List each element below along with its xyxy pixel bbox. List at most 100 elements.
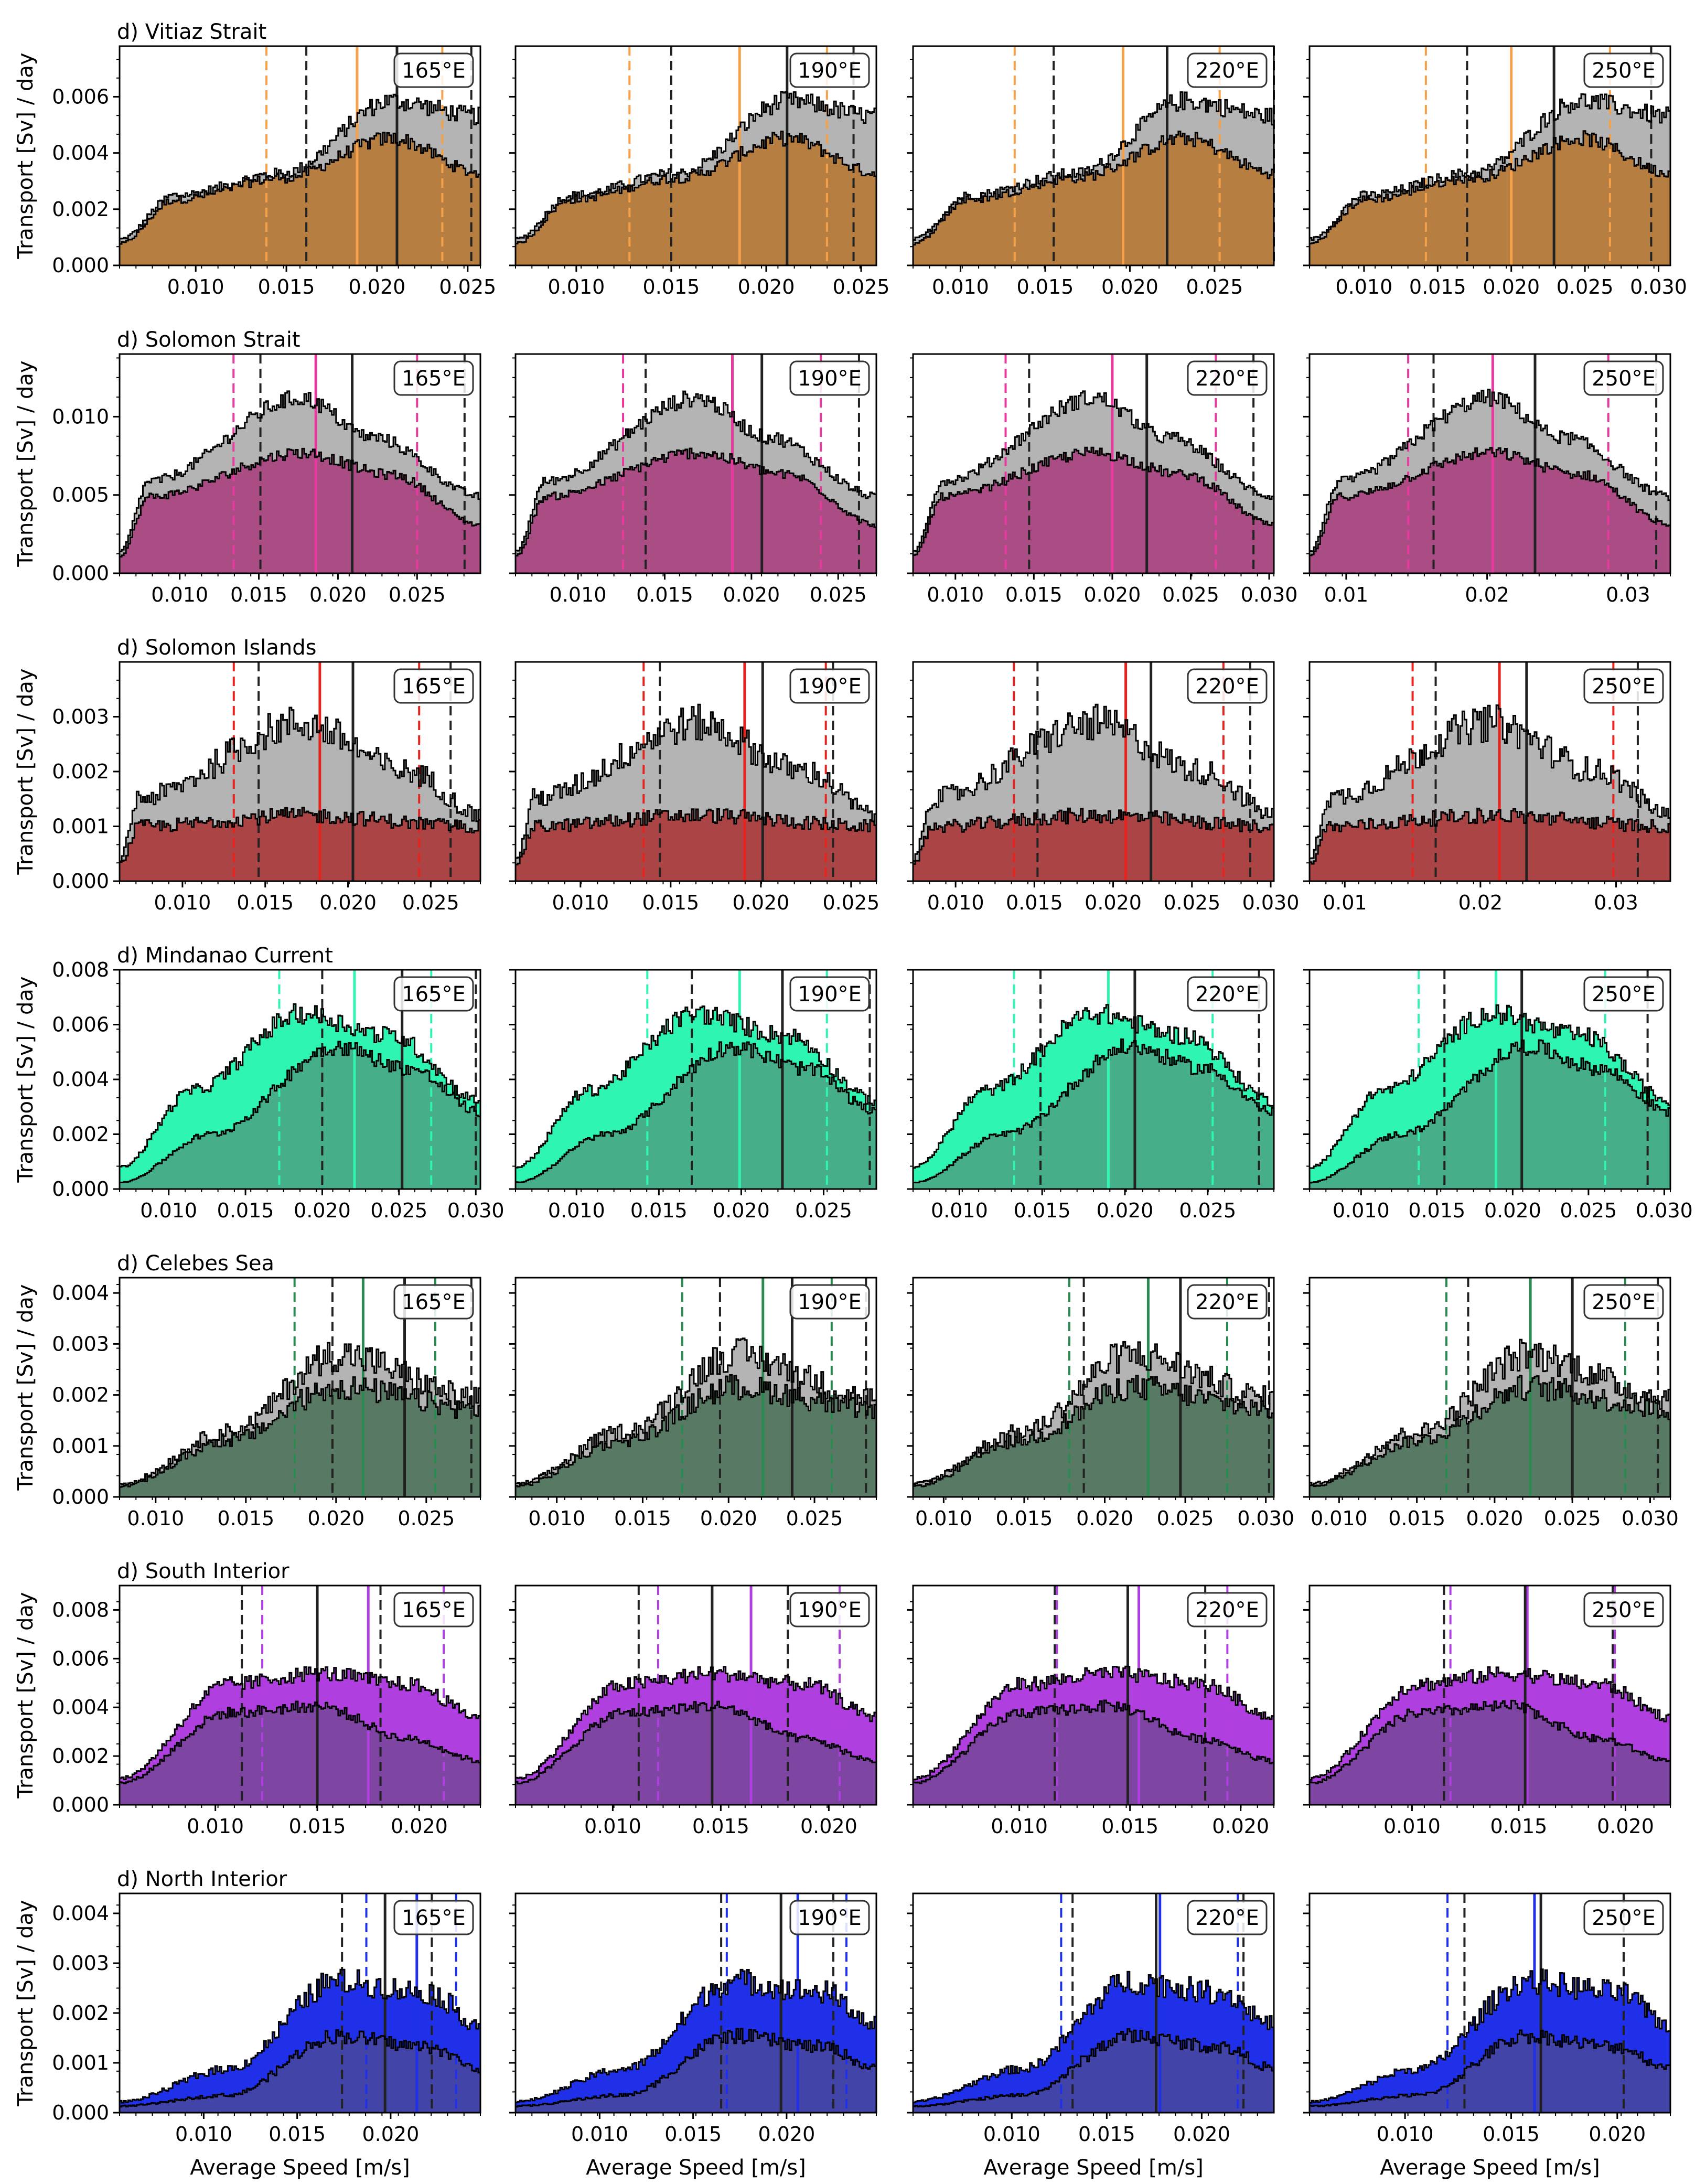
y-tick-label: 0.001 bbox=[52, 815, 109, 838]
lower-histogram-outline bbox=[1310, 807, 1671, 865]
x-axis-label: Average Speed [m/s] bbox=[1380, 2156, 1600, 2180]
x-tick-label: 0.020 bbox=[391, 1815, 448, 1838]
x-tick-label: 0.020 bbox=[1085, 891, 1142, 914]
upper-histogram-outline bbox=[516, 703, 877, 859]
x-tick-label: 0.020 bbox=[723, 583, 780, 606]
overlap-histogram-area bbox=[1310, 131, 1670, 266]
histogram-panel bbox=[113, 353, 481, 580]
panel-label: 165°E bbox=[402, 59, 466, 83]
x-tick-label: 0.02 bbox=[1465, 583, 1509, 606]
upper-histogram-outline bbox=[913, 390, 1275, 552]
y-tick-label: 0.006 bbox=[52, 85, 109, 108]
y-tick-label: 0.004 bbox=[52, 1281, 109, 1304]
x-tick-label: 0.020 bbox=[319, 891, 377, 914]
histogram-panel bbox=[509, 1585, 877, 1811]
x-tick-label: 0.010 bbox=[915, 1507, 972, 1530]
panel-label: 220°E bbox=[1195, 1598, 1259, 1622]
x-tick-label: 0.015 bbox=[664, 2123, 722, 2146]
histogram-panel bbox=[907, 661, 1275, 887]
lower-histogram-outline bbox=[913, 130, 1275, 246]
x-tick-label: 0.015 bbox=[237, 891, 294, 914]
y-tick-label: 0.008 bbox=[52, 958, 109, 981]
panel-label-box bbox=[1583, 976, 1664, 1012]
panel-label: 190°E bbox=[798, 982, 862, 1007]
histogram-panel bbox=[113, 661, 481, 887]
x-tick-label: 0.010 bbox=[187, 1815, 244, 1838]
upper-histogram-outline bbox=[913, 1971, 1275, 2104]
x-tick-label: 0.010 bbox=[550, 583, 607, 606]
panel-label: 165°E bbox=[402, 982, 466, 1007]
lower-histogram-outline bbox=[913, 2028, 1275, 2107]
x-tick-label: 0.020 bbox=[713, 1199, 770, 1222]
x-tick-label: 0.010 bbox=[175, 2123, 232, 2146]
histogram-panel bbox=[113, 1585, 481, 1811]
x-tick-label: 0.015 bbox=[1006, 891, 1063, 914]
panel-label: 220°E bbox=[1195, 1290, 1259, 1314]
panel-label: 190°E bbox=[798, 1290, 862, 1314]
upper-histogram-outline bbox=[1310, 704, 1671, 859]
y-tick-label: 0.000 bbox=[52, 870, 109, 893]
x-tick-label: 0.025 bbox=[389, 583, 446, 606]
panel-label: 190°E bbox=[798, 1598, 862, 1622]
upper-histogram-outline bbox=[1310, 1968, 1671, 2104]
x-axis-label: Average Speed [m/s] bbox=[983, 2156, 1204, 2180]
y-tick-label: 0.002 bbox=[52, 2001, 109, 2025]
panel-label-box bbox=[393, 668, 474, 704]
y-axis-label: Transport [Sv] / day bbox=[14, 976, 38, 1183]
x-tick-label: 0.010 bbox=[932, 275, 989, 298]
x-tick-label: 0.025 bbox=[1163, 891, 1220, 914]
y-tick-label: 0.002 bbox=[52, 1384, 109, 1407]
panel-label: 165°E bbox=[402, 1290, 466, 1314]
y-axis-label: Transport [Sv] / day bbox=[14, 52, 38, 259]
y-tick-label: 0.008 bbox=[52, 1598, 109, 1621]
upper-histogram-outline bbox=[120, 390, 481, 552]
lower-histogram-outline bbox=[1310, 130, 1671, 245]
upper-histogram-outline bbox=[120, 1666, 481, 1781]
x-tick-label: 0.010 bbox=[571, 2123, 628, 2146]
panel-label: 190°E bbox=[798, 1906, 862, 1930]
y-axis-label: Transport [Sv] / day bbox=[14, 1284, 38, 1491]
histogram-panel bbox=[509, 969, 877, 1195]
upper-histogram-outline bbox=[1310, 1004, 1671, 1169]
y-tick-label: 0.005 bbox=[52, 484, 109, 507]
lower-histogram-outline bbox=[120, 132, 481, 245]
x-tick-label: 0.02 bbox=[1458, 891, 1503, 914]
histogram-panel bbox=[1303, 1585, 1671, 1811]
y-tick-label: 0.000 bbox=[52, 1485, 109, 1508]
x-tick-label: 0.03 bbox=[1594, 891, 1638, 914]
y-tick-label: 0.003 bbox=[52, 705, 109, 729]
x-tick-label: 0.020 bbox=[1597, 1815, 1654, 1838]
x-tick-label: 0.010 bbox=[927, 583, 984, 606]
x-tick-label: 0.030 bbox=[1237, 1507, 1294, 1530]
x-tick-label: 0.010 bbox=[584, 1815, 641, 1838]
y-tick-label: 0.004 bbox=[52, 1902, 109, 1925]
panel-label-box bbox=[789, 1900, 870, 1935]
panel-label-box bbox=[1187, 360, 1268, 396]
panel-label: 220°E bbox=[1195, 1906, 1259, 1930]
upper-histogram-outline bbox=[120, 1003, 481, 1168]
y-tick-label: 0.002 bbox=[52, 198, 109, 221]
overlap-histogram-area bbox=[913, 808, 1274, 881]
lower-histogram-outline bbox=[120, 447, 481, 558]
y-axis-label: Transport [Sv] / day bbox=[14, 668, 38, 875]
panel-label: 190°E bbox=[798, 367, 862, 391]
x-tick-label: 0.020 bbox=[1076, 1507, 1133, 1530]
histogram-panel bbox=[113, 1277, 481, 1503]
x-tick-label: 0.010 bbox=[931, 1199, 988, 1222]
upper-histogram-outline bbox=[1310, 1339, 1671, 1486]
overlap-histogram-area bbox=[516, 809, 876, 881]
x-tick-label: 0.030 bbox=[1636, 1199, 1693, 1222]
lower-histogram-outline bbox=[1310, 1039, 1671, 1184]
x-tick-label: 0.010 bbox=[548, 275, 605, 298]
histogram-panel bbox=[113, 969, 481, 1195]
overlap-histogram-area bbox=[120, 807, 480, 881]
panel-label: 220°E bbox=[1195, 675, 1259, 699]
row-title: d) Solomon Strait bbox=[117, 328, 301, 352]
histogram-panel bbox=[509, 1892, 877, 2119]
histogram-panel bbox=[509, 1277, 877, 1503]
x-tick-label: 0.010 bbox=[127, 1507, 184, 1530]
y-tick-label: 0.000 bbox=[52, 1177, 109, 1201]
overlap-histogram-area bbox=[1310, 2030, 1670, 2113]
overlap-histogram-area bbox=[516, 1701, 876, 1805]
y-tick-label: 0.000 bbox=[52, 2101, 109, 2124]
